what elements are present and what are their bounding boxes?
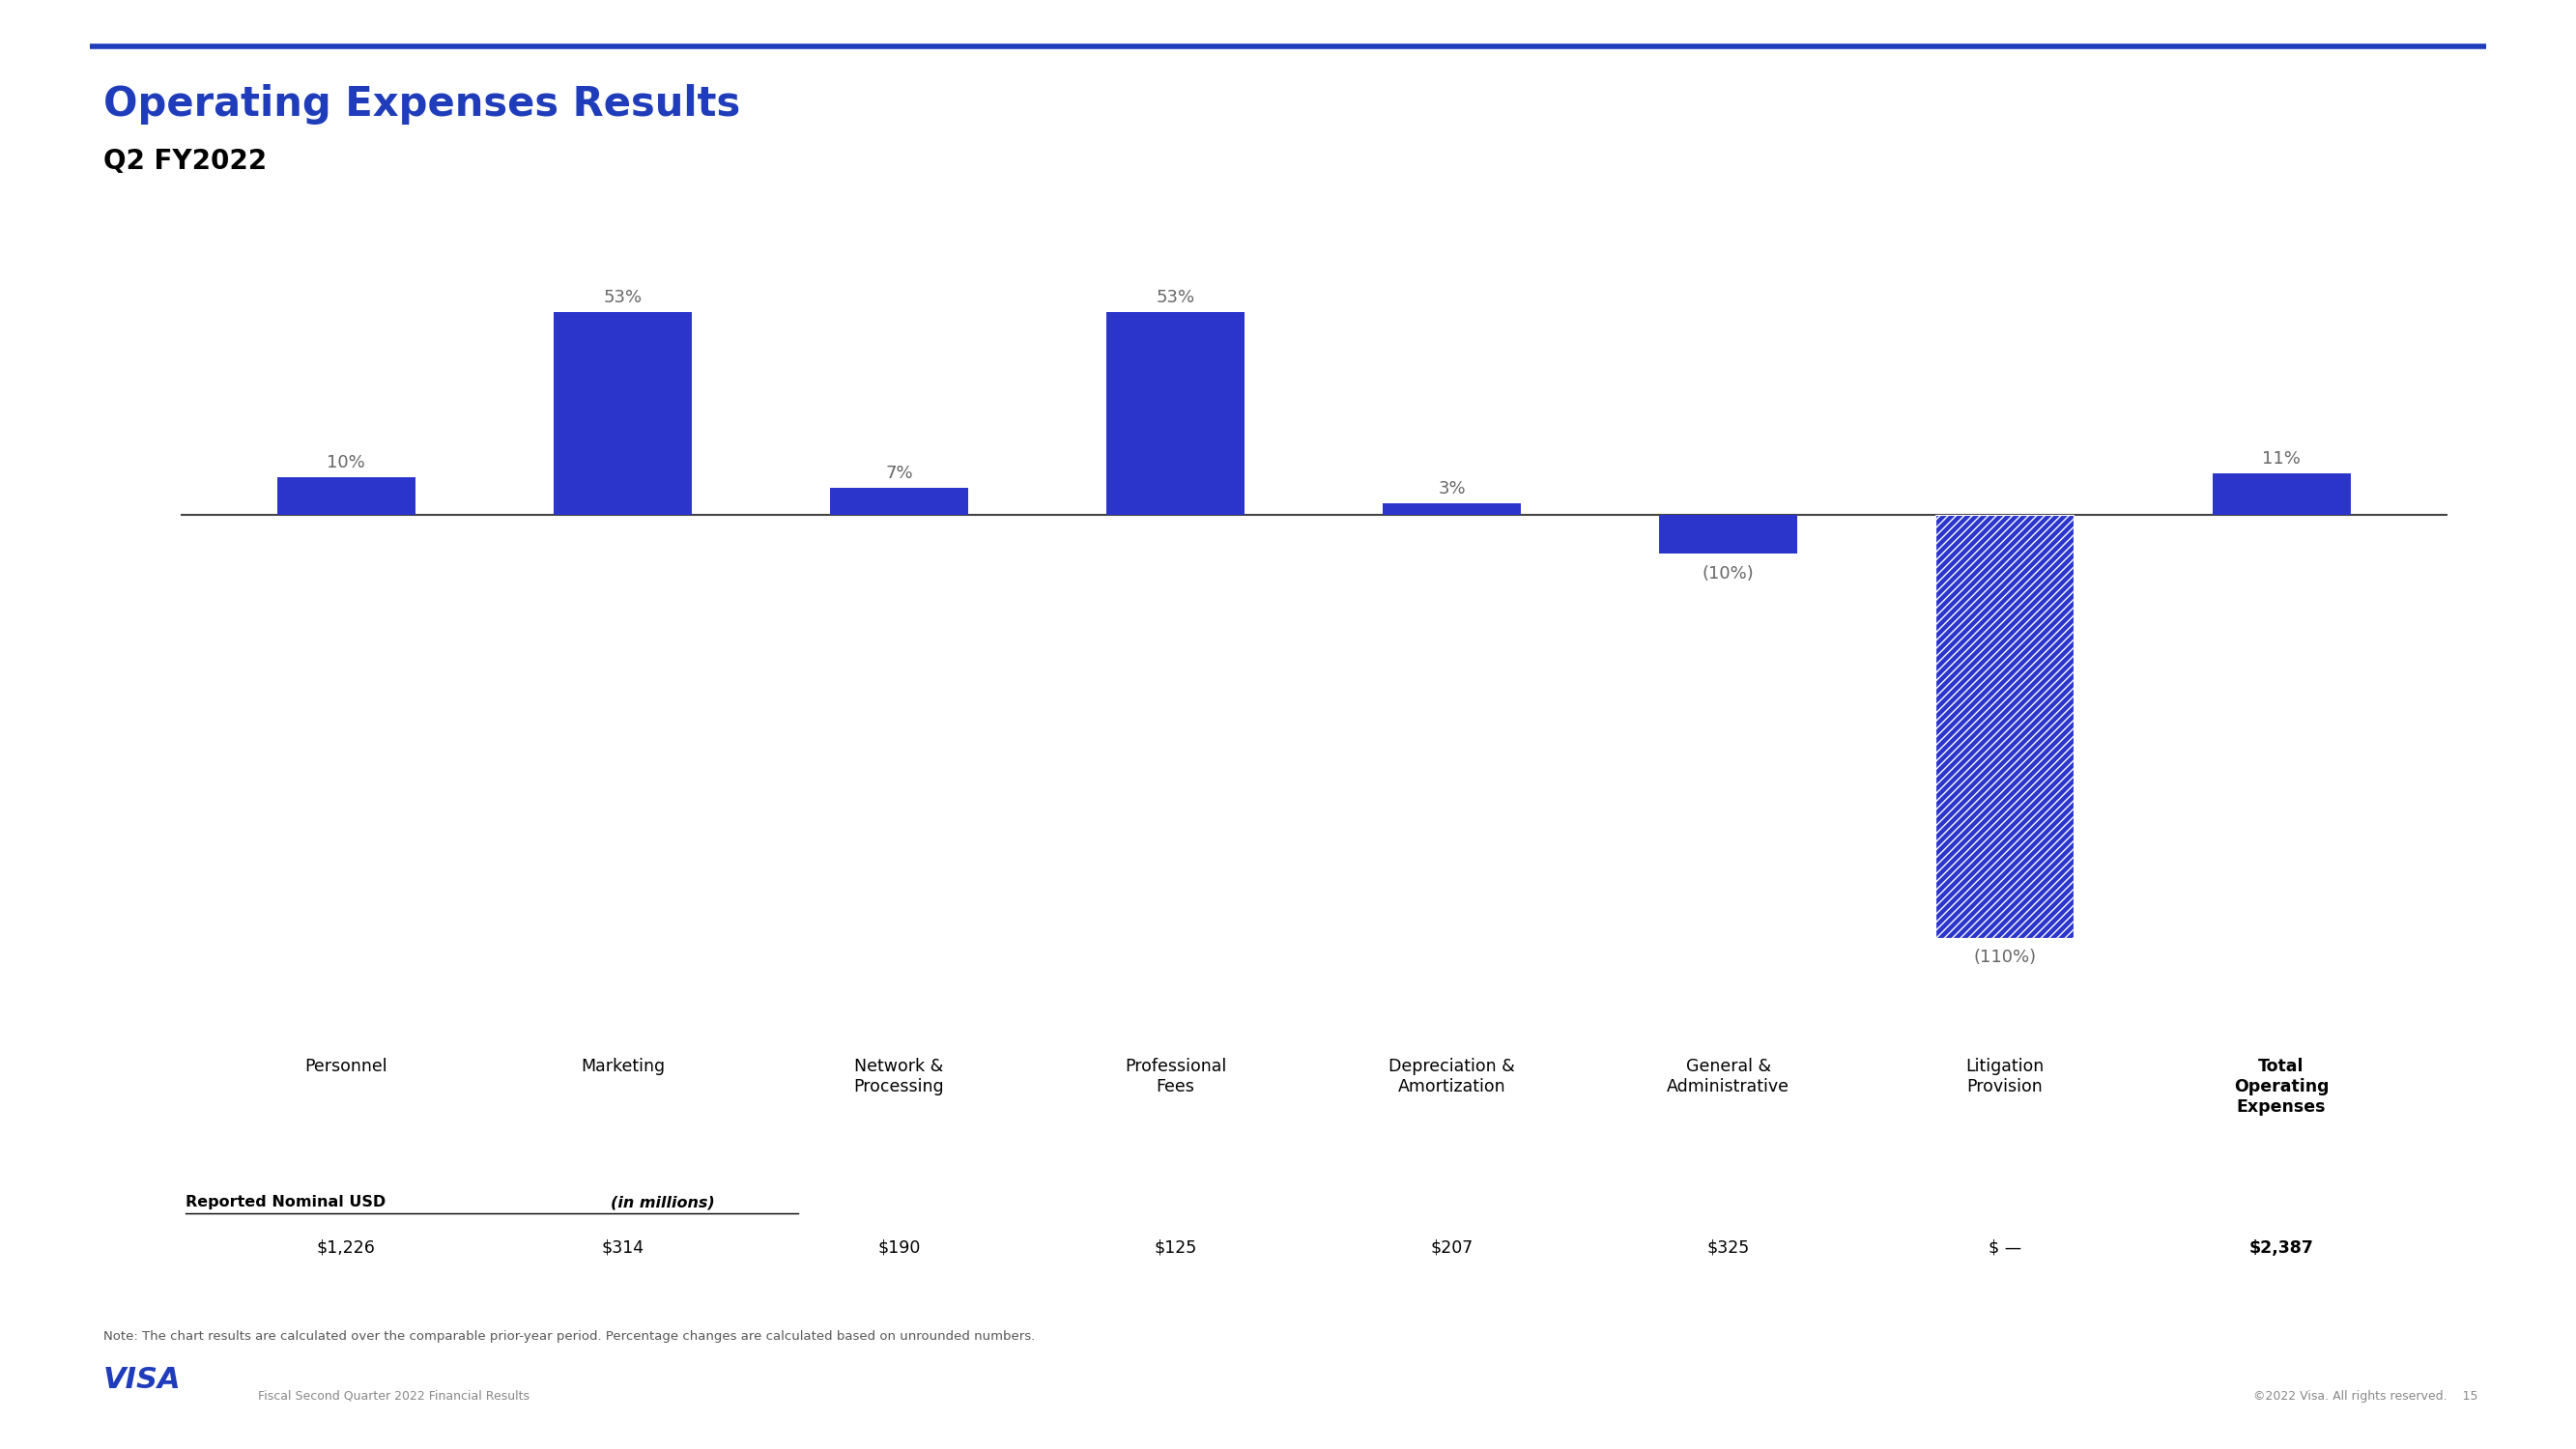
Text: $1,226: $1,226: [317, 1239, 376, 1256]
Text: 7%: 7%: [886, 465, 912, 483]
Text: Marketing: Marketing: [580, 1058, 665, 1075]
Bar: [829, 488, 969, 516]
Text: (10%): (10%): [1703, 565, 1754, 582]
Text: 53%: 53%: [603, 288, 641, 306]
Text: Network &
Processing: Network & Processing: [853, 1058, 945, 1095]
Bar: [1383, 504, 1520, 516]
Text: (110%): (110%): [1973, 949, 2038, 966]
Text: VISA: VISA: [103, 1366, 180, 1394]
Text: $2,387: $2,387: [2249, 1239, 2313, 1256]
Text: 53%: 53%: [1157, 288, 1195, 306]
Text: $190: $190: [878, 1239, 920, 1256]
Text: $314: $314: [600, 1239, 644, 1256]
Text: $125: $125: [1154, 1239, 1198, 1256]
Text: Professional
Fees: Professional Fees: [1126, 1058, 1226, 1095]
Bar: [1108, 312, 1244, 516]
Text: General &
Administrative: General & Administrative: [1667, 1058, 1790, 1095]
Text: 11%: 11%: [2262, 449, 2300, 467]
Text: Note: The chart results are calculated over the comparable prior-year period. Pe: Note: The chart results are calculated o…: [103, 1330, 1036, 1343]
Text: (in millions): (in millions): [611, 1195, 714, 1210]
Text: Operating Expenses Results: Operating Expenses Results: [103, 84, 739, 125]
Bar: [1935, 516, 2074, 938]
Text: $207: $207: [1430, 1239, 1473, 1256]
Text: 10%: 10%: [327, 454, 366, 471]
Text: Litigation
Provision: Litigation Provision: [1965, 1058, 2045, 1095]
Text: ©2022 Visa. All rights reserved.    15: ©2022 Visa. All rights reserved. 15: [2254, 1390, 2478, 1403]
Text: Total
Operating
Expenses: Total Operating Expenses: [2233, 1058, 2329, 1116]
Text: Q2 FY2022: Q2 FY2022: [103, 148, 265, 175]
Text: Reported Nominal USD: Reported Nominal USD: [185, 1195, 386, 1210]
Text: Depreciation &
Amortization: Depreciation & Amortization: [1388, 1058, 1515, 1095]
Bar: [1659, 516, 1798, 554]
Bar: [554, 312, 693, 516]
Text: Fiscal Second Quarter 2022 Financial Results: Fiscal Second Quarter 2022 Financial Res…: [258, 1390, 528, 1403]
Text: 3%: 3%: [1437, 481, 1466, 498]
Bar: [278, 477, 415, 516]
Text: $ —: $ —: [1989, 1239, 2022, 1256]
Text: $325: $325: [1708, 1239, 1749, 1256]
Text: Personnel: Personnel: [304, 1058, 386, 1075]
Bar: [2213, 472, 2349, 516]
